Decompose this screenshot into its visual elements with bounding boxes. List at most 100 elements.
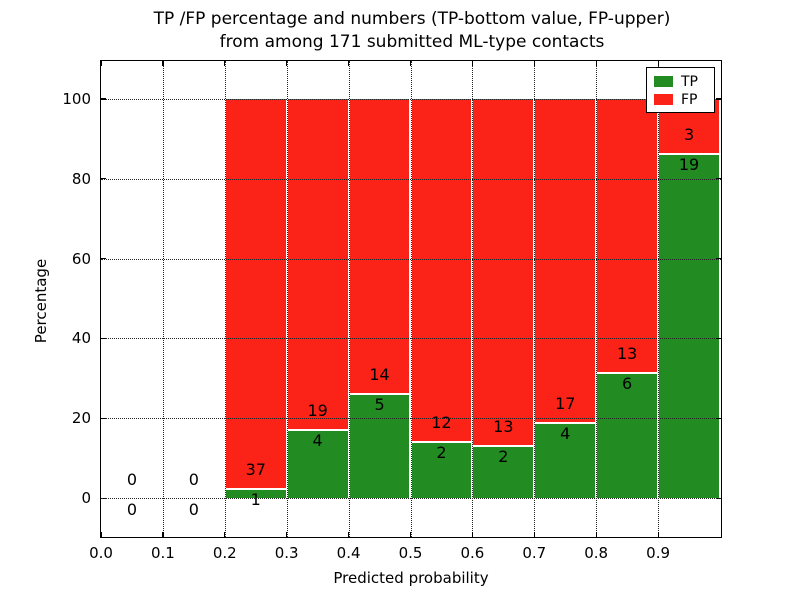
bar-segment-tp xyxy=(411,441,472,499)
legend: TP FP xyxy=(646,67,715,113)
bar-segment-fp xyxy=(473,98,534,445)
fp-count-label: 0 xyxy=(126,470,138,490)
fp-count-label: 17 xyxy=(555,394,576,414)
bar-segment-fp xyxy=(287,98,348,429)
y-tick-mark xyxy=(101,258,106,260)
bar-segment-tp xyxy=(597,372,658,499)
x-tick-mark xyxy=(100,532,102,537)
tp-count-label: 0 xyxy=(126,500,138,520)
v-gridline xyxy=(286,61,288,537)
bar-segment-fp xyxy=(225,98,286,488)
v-gridline xyxy=(224,61,226,537)
y-tick-mark-right xyxy=(716,98,721,100)
x-tick-mark-top xyxy=(100,61,102,66)
fp-count-label: 13 xyxy=(616,344,638,364)
bar-segment-fp xyxy=(411,98,472,442)
y-tick-label: 100 xyxy=(62,89,91,108)
tp-count-label: 19 xyxy=(678,155,700,175)
y-tick-label: 20 xyxy=(71,409,91,428)
bar-segment-tp xyxy=(535,422,596,499)
x-tick-mark-top xyxy=(162,61,164,66)
v-gridline xyxy=(472,61,474,537)
x-tick-mark xyxy=(286,532,288,537)
v-gridline xyxy=(658,61,660,537)
tp-count-label: 2 xyxy=(498,446,509,466)
v-gridline xyxy=(596,61,598,537)
x-tick-mark-top xyxy=(286,61,288,66)
chart-title-line1: TP /FP percentage and numbers (TP-bottom… xyxy=(153,9,671,29)
y-tick-label: 80 xyxy=(71,169,91,188)
x-tick-mark-top xyxy=(657,61,659,66)
y-tick-label: 0 xyxy=(81,489,91,508)
tp-count-label: 4 xyxy=(560,424,571,444)
tp-count-label: 6 xyxy=(622,374,633,394)
v-gridline xyxy=(162,61,164,537)
y-tick-label: 40 xyxy=(71,329,91,348)
fp-swatch-icon xyxy=(654,94,673,105)
zero-baseline xyxy=(101,498,721,500)
fp-count-label: 12 xyxy=(431,413,452,433)
x-tick-label: 0.7 xyxy=(522,544,547,562)
v-gridline xyxy=(410,61,412,537)
x-tick-label: 0.5 xyxy=(398,544,423,562)
x-tick-label: 0.4 xyxy=(336,544,361,562)
y-tick-mark-right xyxy=(716,178,721,180)
x-tick-mark xyxy=(348,532,350,537)
x-tick-label: 0.3 xyxy=(274,544,299,562)
fp-count-label: 3 xyxy=(683,125,695,145)
x-tick-label: 0.9 xyxy=(646,544,671,562)
tp-count-label: 2 xyxy=(436,443,447,463)
y-tick-mark xyxy=(101,417,106,419)
bar-segment-tp xyxy=(287,428,348,499)
tp-count-label: 5 xyxy=(374,395,385,415)
v-gridline xyxy=(534,61,536,537)
y-tick-label: 60 xyxy=(71,249,91,268)
fp-count-label: 0 xyxy=(188,470,199,490)
y-tick-mark-right xyxy=(716,417,721,419)
bar-segment-tp xyxy=(659,153,719,499)
x-tick-label: 0.6 xyxy=(460,544,485,562)
x-tick-mark-top xyxy=(348,61,350,66)
x-tick-mark xyxy=(224,532,226,537)
y-tick-mark xyxy=(101,337,106,340)
fp-count-label: 37 xyxy=(245,459,266,479)
fp-count-label: 14 xyxy=(369,365,390,385)
tp-count-label: 1 xyxy=(250,489,261,509)
x-tick-mark xyxy=(533,532,535,537)
x-tick-mark xyxy=(595,532,597,537)
legend-label-tp: TP xyxy=(681,73,698,90)
bar-segment-tp xyxy=(225,487,286,499)
x-tick-mark-top xyxy=(533,61,535,66)
chart-title: TP /FP percentage and numbers (TP-bottom… xyxy=(100,8,724,54)
x-tick-label: 0.1 xyxy=(150,544,175,562)
x-tick-label: 0.0 xyxy=(89,544,113,562)
legend-entry-tp: TP xyxy=(654,73,714,90)
bar-segment-fp xyxy=(597,98,658,372)
bar-segment-fp xyxy=(349,98,410,393)
fp-count-label: 13 xyxy=(493,416,514,436)
bar-segment-tp xyxy=(473,444,534,499)
x-tick-label: 0.8 xyxy=(584,544,609,562)
y-tick-mark xyxy=(101,178,106,180)
x-tick-mark xyxy=(471,532,474,537)
bar-segment-fp xyxy=(535,98,596,423)
bar-segment-tp xyxy=(349,393,410,499)
plot-area: TP FP Predicted probability Percentage 0… xyxy=(32,60,722,587)
y-tick-mark xyxy=(101,98,106,100)
legend-entry-fp: FP xyxy=(654,91,714,108)
x-tick-mark-top xyxy=(595,61,597,66)
x-tick-mark xyxy=(410,532,412,537)
x-tick-mark-top xyxy=(224,61,226,66)
x-tick-label: 0.2 xyxy=(212,544,237,562)
x-tick-mark-top xyxy=(471,61,474,66)
x-axis-label: Predicted probability xyxy=(333,569,489,587)
v-gridline xyxy=(348,61,350,537)
y-tick-mark-right xyxy=(716,337,721,340)
y-tick-mark-right xyxy=(716,258,721,260)
tp-swatch-icon xyxy=(654,76,673,87)
tp-count-label: 4 xyxy=(312,430,323,450)
legend-label-fp: FP xyxy=(681,91,698,108)
x-tick-mark-top xyxy=(410,61,412,66)
fp-count-label: 19 xyxy=(307,400,328,420)
